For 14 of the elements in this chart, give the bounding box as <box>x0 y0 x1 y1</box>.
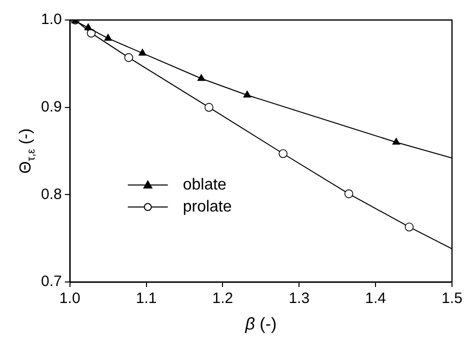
y-tick-label: 1.0 <box>40 11 62 28</box>
y-tick-label: 0.7 <box>40 273 62 290</box>
legend-label: prolate <box>182 198 232 216</box>
x-tick-label: 1.2 <box>212 290 234 308</box>
x-tick-label: 1.0 <box>59 290 80 308</box>
x-tick-label: 1.4 <box>365 290 386 308</box>
x-tick-label: 1.5 <box>442 290 462 308</box>
legend-label: oblate <box>182 176 227 194</box>
x-tick-label: 1.1 <box>136 290 157 308</box>
y-tick-label: 0.9 <box>40 98 62 116</box>
x-axis-title: β (-) <box>244 314 277 334</box>
x-tick-label: 1.3 <box>288 290 310 308</box>
y-tick-label: 0.8 <box>40 186 62 203</box>
y-axis-title: Θτ,ε (-) <box>17 128 38 174</box>
